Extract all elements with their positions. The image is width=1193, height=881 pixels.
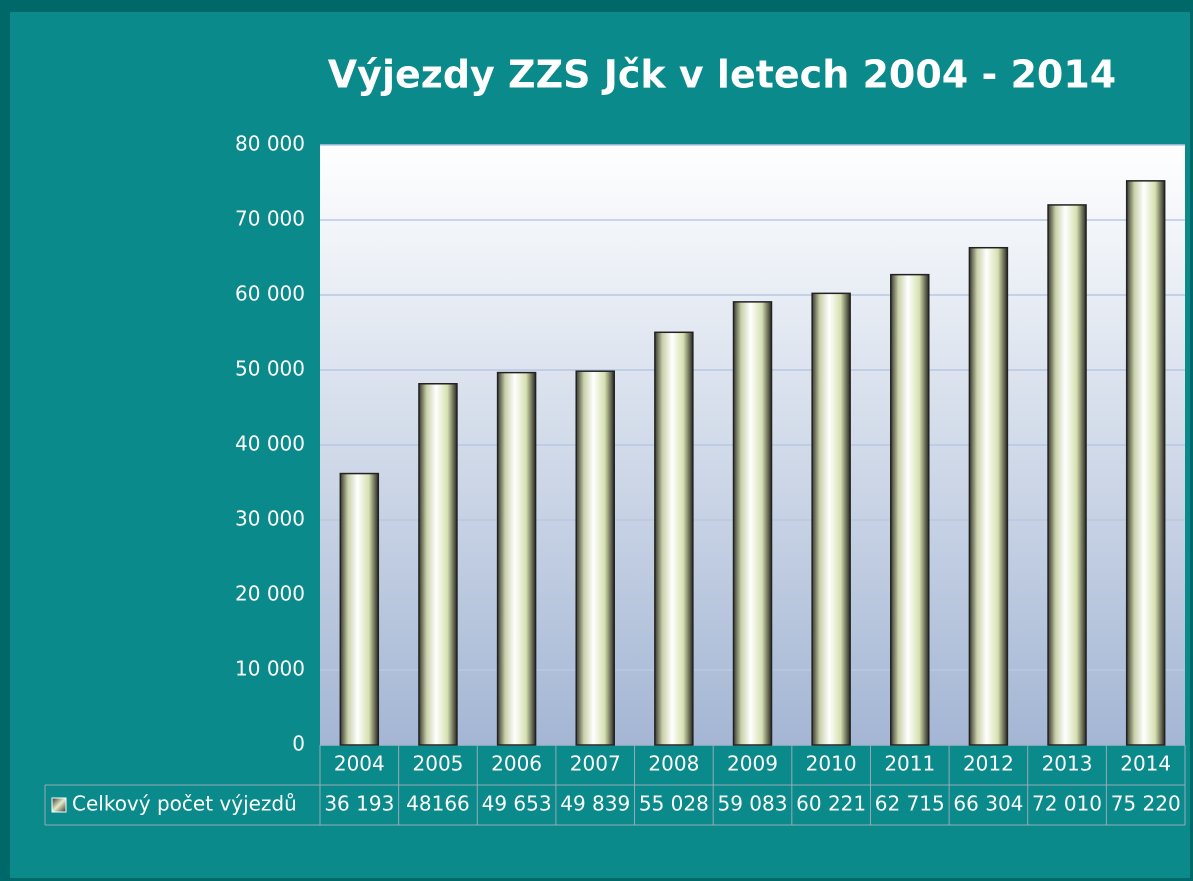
x-tick-label: 2009 xyxy=(727,752,778,776)
data-label: 75 220 xyxy=(1111,792,1181,816)
bar xyxy=(339,472,380,746)
data-label: 60 221 xyxy=(796,792,866,816)
bar xyxy=(496,371,537,746)
data-label: 72 010 xyxy=(1032,792,1102,816)
bar xyxy=(890,273,930,746)
legend-label: Celkový počet výjezdů xyxy=(72,792,297,816)
legend-key xyxy=(51,797,67,813)
bar xyxy=(418,383,458,746)
x-tick-label: 2014 xyxy=(1120,752,1171,776)
y-tick-label: 80 000 xyxy=(235,132,305,156)
x-tick-label: 2012 xyxy=(963,752,1014,776)
y-tick-label: 20 000 xyxy=(235,582,305,606)
y-tick-label: 70 000 xyxy=(235,207,305,231)
bar xyxy=(968,246,1009,746)
bar xyxy=(811,292,851,746)
y-tick-label: 40 000 xyxy=(235,432,305,456)
data-label: 49 653 xyxy=(482,792,552,816)
data-label: 55 028 xyxy=(639,792,709,816)
y-tick-label: 0 xyxy=(292,732,305,756)
bar xyxy=(1125,180,1166,746)
bar xyxy=(575,370,615,746)
bar xyxy=(1047,204,1087,746)
data-label: 62 715 xyxy=(875,792,945,816)
x-tick-label: 2010 xyxy=(806,752,857,776)
x-tick-label: 2011 xyxy=(884,752,935,776)
data-label: 49 839 xyxy=(560,792,630,816)
y-tick-label: 50 000 xyxy=(235,357,305,381)
x-tick-label: 2013 xyxy=(1042,752,1093,776)
data-label: 36 193 xyxy=(324,792,394,816)
y-tick-label: 10 000 xyxy=(235,657,305,681)
data-label: 66 304 xyxy=(953,792,1023,816)
x-tick-label: 2008 xyxy=(648,752,699,776)
bar xyxy=(732,301,773,746)
x-tick-label: 2007 xyxy=(570,752,621,776)
data-label: 48166 xyxy=(406,792,470,816)
data-label: 59 083 xyxy=(718,792,788,816)
x-tick-label: 2004 xyxy=(334,752,385,776)
chart-title: Výjezdy ZZS Jčk v letech 2004 - 2014 xyxy=(328,53,1116,97)
y-tick-label: 60 000 xyxy=(235,282,305,306)
x-tick-label: 2005 xyxy=(413,752,464,776)
x-tick-label: 2006 xyxy=(491,752,542,776)
y-tick-label: 30 000 xyxy=(235,507,305,531)
bar xyxy=(654,331,694,746)
